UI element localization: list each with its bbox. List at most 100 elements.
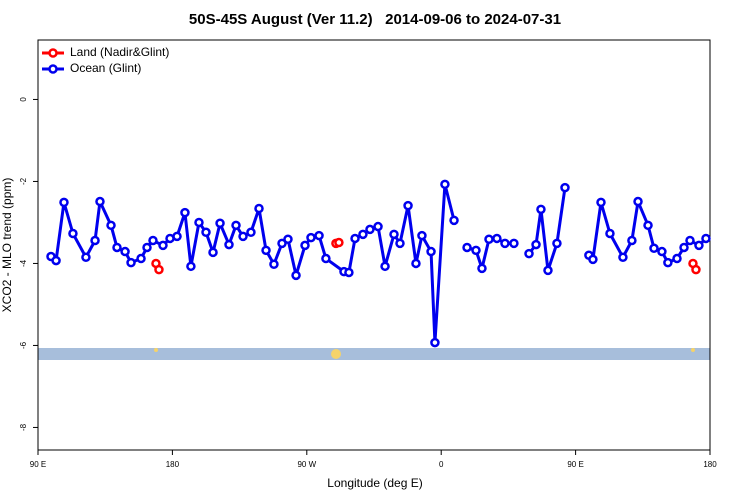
data-point <box>430 337 440 348</box>
data-point <box>524 248 534 259</box>
data-point <box>300 240 310 251</box>
data-point <box>618 252 628 263</box>
data-point <box>321 253 331 264</box>
data-point <box>120 246 130 257</box>
x-tick-label: 90 E <box>30 460 46 469</box>
data-point <box>142 242 152 253</box>
data-point <box>633 196 643 207</box>
data-point <box>208 247 218 258</box>
data-point <box>500 238 510 249</box>
data-point <box>605 228 615 239</box>
data-point <box>194 217 204 228</box>
data-point <box>81 252 91 263</box>
data-point <box>449 215 459 226</box>
data-point <box>373 221 383 232</box>
data-point <box>231 220 241 231</box>
data-point <box>484 234 494 245</box>
legend-marker <box>48 64 58 74</box>
plot-frame <box>37 39 711 451</box>
data-point <box>694 240 704 251</box>
x-axis-label: Longitude (deg E) <box>327 476 422 490</box>
legend: Land (Nadir&Glint) Ocean (Glint) <box>42 45 169 75</box>
chart-title: 50S-45S August (Ver 11.2) 2014-09-06 to … <box>189 11 561 28</box>
data-point <box>106 220 116 231</box>
data-point <box>334 237 344 248</box>
data-point <box>411 258 421 269</box>
data-point <box>679 242 689 253</box>
data-point <box>440 179 450 190</box>
data-point <box>261 245 271 256</box>
data-point <box>112 242 122 253</box>
data-point <box>426 246 436 257</box>
data-point <box>672 253 682 264</box>
data-point <box>350 233 360 244</box>
data-point <box>180 207 190 218</box>
data-point <box>277 238 287 249</box>
sun-marker <box>154 348 158 352</box>
data-point <box>701 233 711 244</box>
data-point <box>536 204 546 215</box>
data-point <box>51 255 61 266</box>
data-point <box>417 230 427 241</box>
data-point <box>649 243 659 254</box>
data-point <box>389 229 399 240</box>
data-point <box>215 218 225 229</box>
data-point <box>306 232 316 243</box>
data-point <box>403 200 413 211</box>
data-point <box>136 253 146 264</box>
data-point <box>552 238 562 249</box>
data-point <box>477 263 487 274</box>
x-tick-label: 180 <box>166 460 180 469</box>
data-point <box>657 246 667 257</box>
sun-marker <box>331 349 341 359</box>
data-point <box>492 233 502 244</box>
data-point <box>365 224 375 235</box>
mask-band <box>38 348 710 360</box>
data-point <box>344 267 354 278</box>
data-point <box>380 261 390 272</box>
x-tick-label: 90 E <box>567 460 583 469</box>
data-point <box>68 228 78 239</box>
data-point <box>186 261 196 272</box>
data-point <box>154 264 164 275</box>
data-point <box>643 220 653 231</box>
x-tick-label: 90 W <box>297 460 316 469</box>
sun-marker <box>691 348 695 352</box>
data-point <box>358 229 368 240</box>
y-tick-label: 0 <box>19 97 28 102</box>
y-tick-label: -6 <box>19 341 28 349</box>
data-point <box>314 230 324 241</box>
data-point <box>588 254 598 265</box>
data-point <box>560 182 570 193</box>
data-point <box>224 239 234 250</box>
legend-marker <box>48 48 58 58</box>
data-point <box>509 238 519 249</box>
data-point <box>59 197 69 208</box>
data-point <box>254 203 264 214</box>
y-axis-label: XCO2 - MLO trend (ppm) <box>0 178 14 313</box>
data-point <box>95 196 105 207</box>
data-point <box>201 227 211 238</box>
legend-label: Land (Nadir&Glint) <box>70 45 169 59</box>
data-point <box>531 239 541 250</box>
data-point <box>291 270 301 281</box>
data-point <box>627 235 637 246</box>
data-point <box>685 235 695 246</box>
y-tick-label: -2 <box>19 177 28 185</box>
y-tick-label: -4 <box>19 259 28 267</box>
data-point <box>663 257 673 268</box>
x-tick-label: 0 <box>439 460 444 469</box>
y-tick-label: -8 <box>19 423 28 431</box>
data-point <box>462 242 472 253</box>
data-point <box>90 235 100 246</box>
data-point <box>158 240 168 251</box>
data-point <box>691 264 701 275</box>
legend-label: Ocean (Glint) <box>70 61 141 75</box>
data-point <box>148 235 158 246</box>
data-point <box>471 245 481 256</box>
data-point <box>126 257 136 268</box>
data-point <box>596 197 606 208</box>
x-tick-label: 180 <box>703 460 717 469</box>
data-point <box>543 265 553 276</box>
